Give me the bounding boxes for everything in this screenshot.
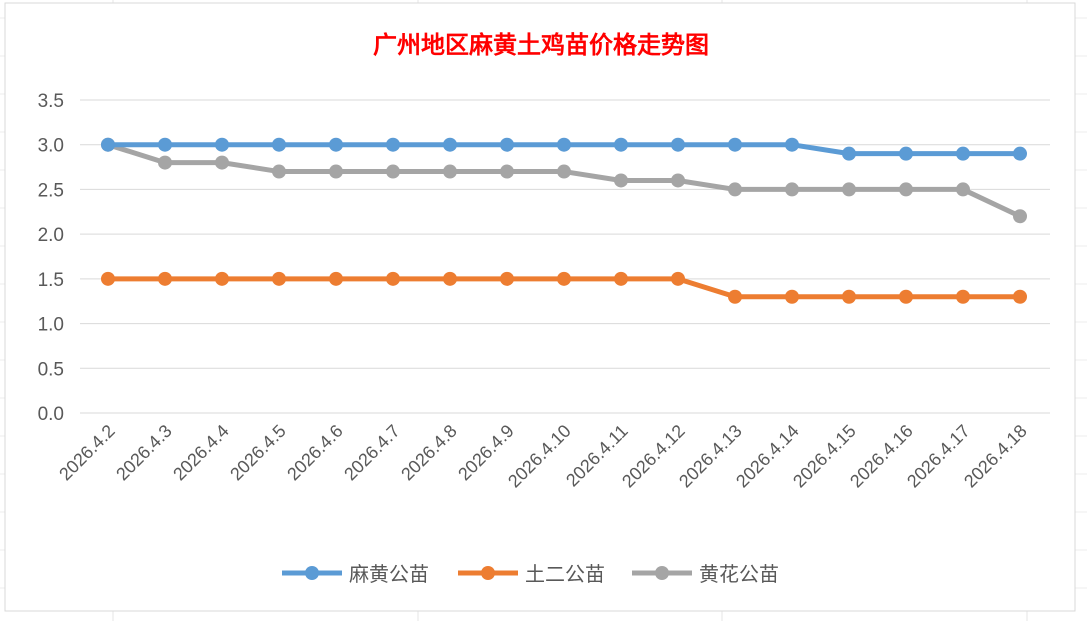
data-point: [728, 182, 742, 197]
legend-marker: [481, 566, 495, 580]
data-point: [557, 137, 571, 152]
legend-item-0: 麻黄公苗: [282, 562, 429, 586]
data-point: [329, 164, 343, 179]
data-point: [728, 137, 742, 152]
y-tick-label: 0.5: [38, 359, 64, 380]
data-point: [614, 271, 628, 286]
data-point: [272, 137, 286, 152]
data-point: [443, 137, 457, 152]
y-tick-label: 2.0: [38, 225, 64, 246]
data-point: [842, 146, 856, 161]
y-tick-label: 1.5: [38, 270, 64, 291]
data-point: [443, 271, 457, 286]
data-point: [215, 155, 229, 170]
data-point: [785, 289, 799, 304]
series-0: [101, 137, 1027, 161]
legend-item-1: 土二公苗: [458, 562, 605, 586]
data-point: [443, 164, 457, 179]
data-point: [785, 182, 799, 197]
y-tick-label: 3.0: [38, 136, 64, 157]
data-point: [386, 271, 400, 286]
data-point: [899, 289, 913, 304]
data-point: [386, 137, 400, 152]
data-point: [899, 182, 913, 197]
data-point: [785, 137, 799, 152]
legend-marker: [305, 566, 319, 580]
legend-label: 土二公苗: [525, 562, 605, 586]
series-group: [101, 137, 1027, 304]
y-axis: 0.0 0.5 1.0 1.5 2.0 2.5 3.0 3.5: [38, 91, 64, 425]
data-point: [614, 173, 628, 188]
data-point: [158, 137, 172, 152]
data-point: [386, 164, 400, 179]
y-tick-label: 1.0: [38, 315, 64, 336]
data-point: [272, 271, 286, 286]
legend-marker: [655, 566, 669, 580]
data-point: [101, 271, 115, 286]
data-point: [956, 182, 970, 197]
legend-label: 麻黄公苗: [349, 562, 429, 586]
chart-title: 广州地区麻黄土鸡苗价格走势图: [373, 30, 709, 59]
data-point: [158, 155, 172, 170]
legend-item-2: 黄花公苗: [632, 562, 779, 586]
y-tick-label: 2.5: [38, 180, 64, 201]
data-point: [1013, 209, 1027, 224]
data-point: [1013, 289, 1027, 304]
data-point: [1013, 146, 1027, 161]
series-1: [101, 271, 1027, 304]
data-point: [158, 271, 172, 286]
data-point: [842, 289, 856, 304]
y-tick-label: 0.0: [38, 404, 64, 425]
data-point: [500, 137, 514, 152]
data-point: [899, 146, 913, 161]
data-point: [557, 164, 571, 179]
data-point: [956, 146, 970, 161]
data-point: [215, 137, 229, 152]
data-point: [329, 271, 343, 286]
chart-area: [4, 2, 1076, 612]
data-point: [956, 289, 970, 304]
data-point: [329, 137, 343, 152]
legend-label: 黄花公苗: [699, 562, 779, 586]
data-point: [215, 271, 229, 286]
data-point: [101, 137, 115, 152]
data-point: [671, 173, 685, 188]
data-point: [272, 164, 286, 179]
data-point: [842, 182, 856, 197]
data-point: [500, 164, 514, 179]
data-point: [728, 289, 742, 304]
y-tick-label: 3.5: [38, 91, 64, 112]
data-point: [671, 271, 685, 286]
data-point: [557, 271, 571, 286]
data-point: [614, 137, 628, 152]
data-point: [500, 271, 514, 286]
legend: 麻黄公苗 土二公苗 黄花公苗: [282, 562, 779, 586]
data-point: [671, 137, 685, 152]
